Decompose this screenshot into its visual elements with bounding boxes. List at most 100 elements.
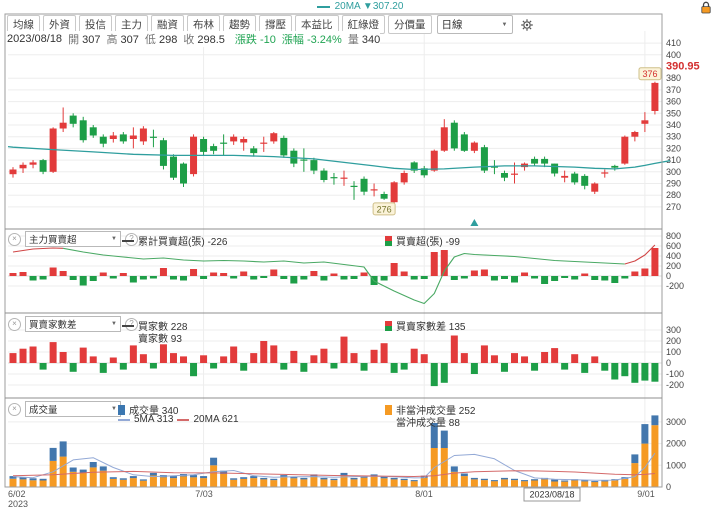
volume-value: 340 [361,34,381,46]
panel3-sellers-legend: 賣家數 93 [138,330,182,345]
svg-text:2023: 2023 [8,499,28,509]
svg-text:9/01: 9/01 [637,489,655,499]
panel3-bar-legend-label: 買賣家數差 135 [396,322,466,333]
ma5-legend-label: 5MA 313 [134,414,174,425]
toolbar-button-主力[interactable]: 主力 [115,15,148,34]
svg-text:340: 340 [666,120,681,130]
panel3-header: × 買賣家數差 ▼ ? [8,316,138,332]
close-label: 收 [183,34,195,46]
svg-text:2000: 2000 [666,439,686,449]
toolbar-button-均線[interactable]: 均線 [7,15,40,34]
nondaytrade-bar-swatch [385,404,392,415]
svg-text:410: 410 [666,38,681,48]
open-label: 開 [68,34,80,46]
change-label: 漲跌 [234,34,257,46]
change-pct-value: -3.24% [306,34,342,46]
daytrade-legend: 當沖成交量 88 [396,414,460,429]
svg-text:270: 270 [666,202,681,212]
help-icon[interactable]: ? [125,317,138,331]
svg-text:350: 350 [666,108,681,118]
panel2-indicator-select[interactable]: 主力買賣超 ▼ [25,231,121,247]
lock-icon[interactable] [700,1,712,19]
chevron-down-icon: ▼ [501,21,508,28]
panel4-indicator-select[interactable]: 成交量 ▼ [25,401,121,417]
panel2-bar-legend: 買賣超(張) -99 [385,233,460,248]
ma20-legend-label: 20MA 621 [193,414,239,425]
svg-text:-200: -200 [666,281,684,291]
close-icon[interactable]: × [8,317,21,331]
svg-text:7/03: 7/03 [195,489,213,499]
change-value: -10 [259,34,276,46]
volume-label: 量 [347,34,359,46]
svg-text:360: 360 [666,97,681,107]
close-value: 298.5 [197,34,225,46]
svg-text:2023/08/18: 2023/08/18 [529,490,574,500]
panel3-sellers-label: 賣家數 93 [138,334,182,345]
chevron-down-icon: ▼ [111,321,117,327]
daytrade-legend-label: 當沖成交量 88 [396,418,460,429]
cumulative-line-swatch [122,239,134,242]
svg-text:0: 0 [666,358,671,368]
volume-legend: 成交量 340 [118,402,178,417]
chevron-down-icon: ▼ [111,236,117,242]
svg-text:330: 330 [666,132,681,142]
panel3-buyers-legend: 買家數 228 [122,318,187,333]
diff-bar-swatch [385,320,392,331]
panel2-line-legend: 累計買賣超(張) -226 [122,233,227,248]
svg-text:376: 376 [642,69,657,79]
nondaytrade-legend: 非當沖成交量 252 [385,402,475,417]
panel2-header: × 主力買賣超 ▼ ? [8,231,138,247]
panel4-select-value: 成交量 [29,405,58,416]
panel3-bar-legend: 買賣家數差 135 [385,318,465,333]
period-select[interactable]: 日線 ▼ [436,15,513,34]
volume-legend-label: 成交量 340 [129,406,179,417]
svg-text:100: 100 [666,347,681,357]
panel2-select-value: 主力買賣超 [29,235,77,246]
svg-text:400: 400 [666,50,681,60]
high-value: 307 [120,34,139,46]
svg-text:0: 0 [666,482,671,492]
open-value: 307 [82,34,101,46]
change-pct-label: 漲幅 [281,34,304,46]
panel3-buyers-label: 買家數 228 [138,322,188,333]
period-select-value: 日線 [441,19,463,31]
svg-text:600: 600 [666,241,681,251]
svg-text:280: 280 [666,190,681,200]
svg-text:-200: -200 [666,380,684,390]
svg-text:320: 320 [666,143,681,153]
svg-text:-100: -100 [666,369,684,379]
panel4-header: × 成交量 ▼ [8,401,121,417]
buyers-line-swatch [122,324,134,327]
svg-text:8/01: 8/01 [415,489,433,499]
close-icon[interactable]: × [8,232,21,246]
netbuy-bar-swatch [385,235,392,246]
main-ma-legend[interactable]: 20MA ▼307.20 [0,0,720,13]
volume-ma-legend: 5MA 313 20MA 621 [118,414,239,425]
panel3-select-value: 買賣家數差 [29,320,77,331]
svg-text:390.95: 390.95 [666,60,700,72]
volume-bar-swatch [118,404,125,415]
chevron-down-icon: ▼ [111,406,117,412]
svg-text:290: 290 [666,179,681,189]
svg-text:300: 300 [666,325,681,335]
settings-gear-icon[interactable] [520,18,534,32]
toolbar-button-投信[interactable]: 投信 [79,15,112,34]
panel3-indicator-select[interactable]: 買賣家數差 ▼ [25,316,121,332]
ma-legend-label: 20MA ▼307.20 [334,1,404,12]
help-icon[interactable]: ? [125,232,138,246]
svg-text:3000: 3000 [666,417,686,427]
toolbar-button-分價量[interactable]: 分價量 [388,15,432,34]
high-label: 高 [106,34,118,46]
svg-text:400: 400 [666,251,681,261]
svg-text:370: 370 [666,85,681,95]
svg-text:380: 380 [666,73,681,83]
svg-text:6/02: 6/02 [8,489,26,499]
panel2-line-legend-label: 累計買賣超(張) -226 [138,237,228,248]
toolbar-button-紅綠燈[interactable]: 紅綠燈 [341,15,385,34]
close-icon[interactable]: × [8,402,21,416]
svg-text:200: 200 [666,261,681,271]
svg-text:300: 300 [666,167,681,177]
nondaytrade-legend-label: 非當沖成交量 252 [396,406,476,417]
toolbar-button-布林[interactable]: 布林 [187,15,220,34]
